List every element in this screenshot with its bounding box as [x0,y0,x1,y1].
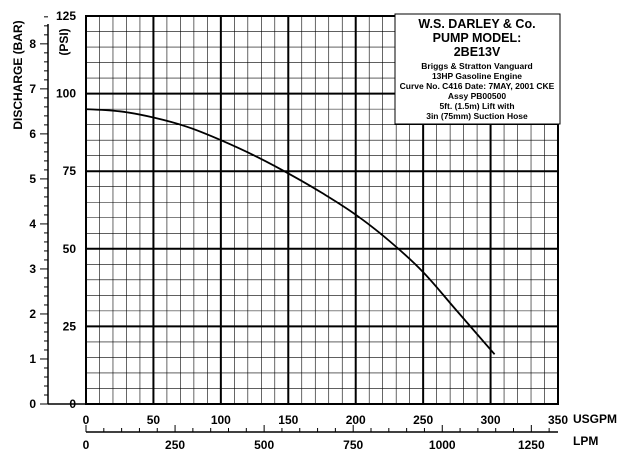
x-tick-label-usgpm: 250 [413,413,433,427]
y-tick-label-bar: 3 [29,262,36,276]
info-line: 13HP Gasoline Engine [432,71,522,81]
x-tick-label-usgpm: 350 [548,413,568,427]
y-axis-title-psi: (PSI) [57,28,71,55]
y-tick-label-bar: 8 [29,37,36,51]
x-tick-label-usgpm: 300 [481,413,501,427]
info-line: 5ft. (1.5m) Lift with [439,101,514,111]
info-box-frame [394,13,561,125]
x-axis-title-usgpm: USGPM [573,412,617,426]
y-tick-label-bar: 5 [29,172,36,186]
y-tick-label-bar: 1 [29,352,36,366]
axes [40,15,559,433]
x-tick-label-usgpm: 100 [211,413,231,427]
info-line: 3in (75mm) Suction Hose [426,111,528,121]
info-line: 2BE13V [454,45,501,59]
y-tick-label-psi: 0 [69,397,76,411]
x-tick-label-lpm: 1250 [518,438,545,452]
info-line: PUMP MODEL: [433,31,522,45]
info-line: W.S. DARLEY & Co. [418,17,535,31]
pump-curve-series [85,108,496,355]
y-tick-label-psi: 100 [56,87,76,101]
y-tick-label-psi: 125 [56,9,76,23]
x-tick-label-usgpm: 200 [346,413,366,427]
pump-curve-line [85,108,496,355]
y-tick-label-bar: 0 [29,397,36,411]
y-tick-label-psi: 50 [63,242,77,256]
x-tick-label-usgpm: 150 [278,413,298,427]
y-tick-label-bar: 7 [29,82,36,96]
x-tick-label-usgpm: 50 [147,413,161,427]
x-tick-label-lpm: 1000 [429,438,456,452]
y-tick-label-bar: 4 [29,217,36,231]
info-box: W.S. DARLEY & Co. PUMP MODEL: 2BE13V Bri… [394,13,561,125]
info-line: Curve No. C416 Date: 7MAY, 2001 CKE [400,81,555,91]
y-tick-label-psi: 75 [63,164,77,178]
y-axis-title-bar: DISCHARGE (BAR) [11,20,25,129]
plot-border [85,15,559,405]
x-tick-label-lpm: 250 [165,438,185,452]
x-tick-label-lpm: 750 [343,438,363,452]
x-axis-title-lpm: LPM [573,434,598,448]
y-tick-label-bar: 2 [29,307,36,321]
y-tick-label-bar: 6 [29,127,36,141]
y-tick-label-psi: 25 [63,319,77,333]
info-line: Assy PB00500 [448,91,506,101]
x-tick-label-lpm: 0 [83,438,90,452]
x-tick-label-lpm: 500 [254,438,274,452]
info-line: Briggs & Stratton Vanguard [421,61,532,71]
x-tick-label-usgpm: 0 [83,413,90,427]
